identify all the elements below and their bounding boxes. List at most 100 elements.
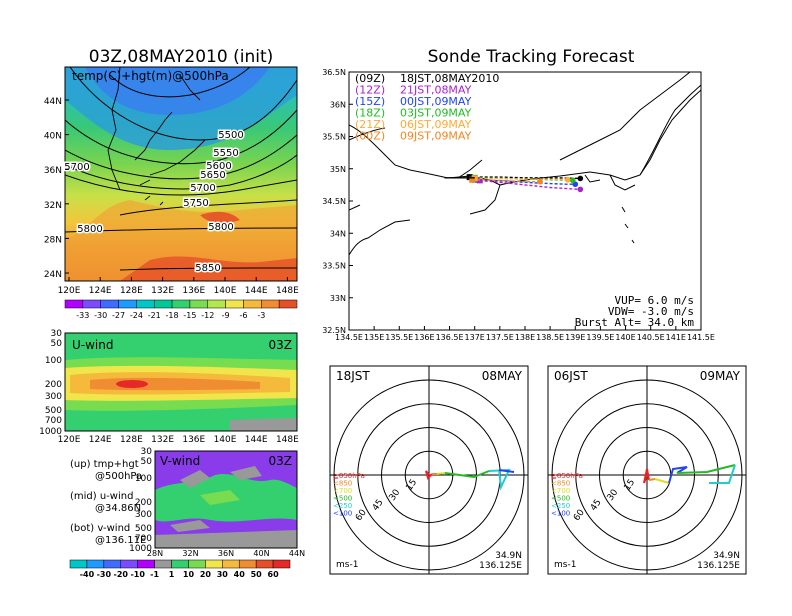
lon-tick-label: 124E	[89, 286, 112, 296]
hodo-trace	[709, 464, 736, 484]
hodo-lon: 136.125E	[697, 561, 740, 571]
lon-tick-label: 132E	[151, 286, 174, 296]
colorbar-swatch	[261, 299, 280, 309]
note-sub: @136.11E	[95, 535, 146, 546]
colorbar-swatch	[136, 299, 155, 309]
lon-tick-label: 138E	[515, 333, 535, 342]
pressure-tick-label: 50	[141, 457, 153, 467]
pressure-tick-label: 100	[45, 356, 62, 366]
level-legend: <250	[551, 502, 570, 510]
track-start-marker	[469, 176, 476, 183]
v-wind-lat-axis: 28N 32N 36N 40N 44N	[147, 549, 305, 558]
colorbar-swatch	[171, 299, 191, 309]
lat-tick-label: 33.5N	[322, 262, 346, 271]
lon-tick-label: 140E	[615, 333, 635, 342]
level-legend: <100	[551, 510, 570, 518]
colorbar-swatch	[278, 299, 298, 309]
level-legend: <500	[333, 495, 352, 503]
hodo-time: 18JST	[336, 369, 370, 383]
lat-tick-label: 32N	[182, 549, 198, 558]
lat-tick-label: 36N	[218, 549, 234, 558]
colorbar-swatch	[103, 559, 122, 569]
track-end-marker	[569, 177, 576, 184]
lat-tick-label: 32N	[44, 201, 62, 211]
colorbar-swatch	[222, 559, 240, 569]
track-line	[469, 176, 581, 180]
contour-label: 5550	[213, 148, 238, 159]
pressure-tick-label: 300	[135, 510, 152, 520]
v-wind-label: V-wind	[160, 454, 200, 468]
pressure-tick-label: 700	[135, 534, 152, 544]
temp-colorbar: -33 -30 -27 -24 -21 -18 -15 -12 -9 -6 -3	[64, 299, 298, 320]
colorbar-label: 20	[200, 570, 212, 579]
lat-tick-label: 40N	[253, 549, 269, 558]
pressure-tick-label: 1000	[129, 544, 152, 554]
colorbar-swatch	[255, 559, 274, 569]
track-lat-axis: 36.5N 36N 35.5N 35N 34.5N 34N 33.5N 33N 32.5N	[322, 68, 353, 335]
colorbar-swatch	[171, 559, 189, 569]
colorbar-label: -1	[150, 570, 159, 579]
note-sub: @34.86N	[95, 503, 141, 514]
temp-map-title: 03Z,08MAY2010 (init)	[89, 47, 274, 67]
colorbar-label: -27	[112, 311, 125, 320]
lat-tick-label: 35.5N	[322, 133, 346, 142]
lat-tick-label: 34N	[330, 229, 346, 238]
lat-tick-label: 28N	[147, 549, 163, 558]
lat-tick-label: 36N	[44, 166, 62, 176]
lon-tick-label: 124E	[89, 435, 112, 445]
wind-colorbar: -40 -30 -20 -10 -1 1 10 20 30 40 50 60	[69, 559, 291, 579]
colorbar-swatch	[69, 559, 88, 569]
lon-tick-label: 144E	[245, 435, 268, 445]
lon-tick-label: 120E	[58, 435, 81, 445]
lon-tick-label: 128E	[120, 286, 143, 296]
lat-tick-label: 36.5N	[322, 68, 346, 77]
run-code: (15Z)	[355, 95, 385, 108]
colorbar-swatch	[243, 299, 262, 309]
lon-tick-label: 136E	[182, 286, 205, 296]
note-sub: @500hPa	[95, 471, 142, 482]
v-wind-time: 03Z	[269, 454, 293, 468]
pressure-tick-label: 200	[45, 380, 62, 390]
colorbar-swatch	[153, 299, 173, 309]
colorbar-swatch	[238, 559, 257, 569]
level-legend: <850	[551, 480, 570, 488]
hodo-date: 08MAY	[482, 369, 523, 383]
colorbar-label: -10	[130, 570, 145, 579]
burst-text: Burst Alt= 34.0 km	[575, 316, 695, 329]
run-code: (21Z)	[355, 118, 385, 131]
lon-tick-label: 136E	[182, 435, 205, 445]
hodo-lat: 34.9N	[713, 551, 740, 561]
lat-tick-label: 36N	[330, 100, 346, 109]
lon-tick-label: 138.5E	[536, 333, 564, 342]
track-line	[472, 179, 541, 183]
hodo-lon: 136.125E	[479, 561, 522, 571]
colorbar-label: -30	[97, 570, 112, 579]
pressure-tick-label: 500	[45, 406, 62, 416]
hodo-trace	[654, 478, 670, 484]
run-code: (00Z)	[355, 130, 385, 143]
pressure-tick-label: 30	[141, 447, 153, 457]
lat-tick-label: 32.5N	[322, 326, 346, 335]
pressure-tick-label: 200	[135, 498, 152, 508]
contour-label: 5600	[206, 161, 231, 172]
lat-tick-label: 33N	[330, 294, 346, 303]
colorbar-swatch	[120, 559, 138, 569]
lon-tick-label: 135E	[364, 333, 384, 342]
hodo-unit: ms-1	[336, 560, 358, 570]
lon-tick-label: 135.5E	[385, 333, 413, 342]
colorbar-swatch	[86, 559, 105, 569]
run-time: 18JST,08MAY2010	[400, 72, 499, 85]
lat-tick-label: 24N	[44, 270, 62, 280]
colorbar-swatch	[225, 299, 244, 309]
lat-tick-label: 44N	[44, 97, 62, 107]
temp-lon-axis: 120E 124E 128E 132E 136E 140E 144E 148E	[58, 277, 299, 296]
lon-tick-label: 140E	[214, 286, 237, 296]
pressure-tick-label: 700	[45, 416, 62, 426]
hodo-trace	[498, 469, 515, 473]
